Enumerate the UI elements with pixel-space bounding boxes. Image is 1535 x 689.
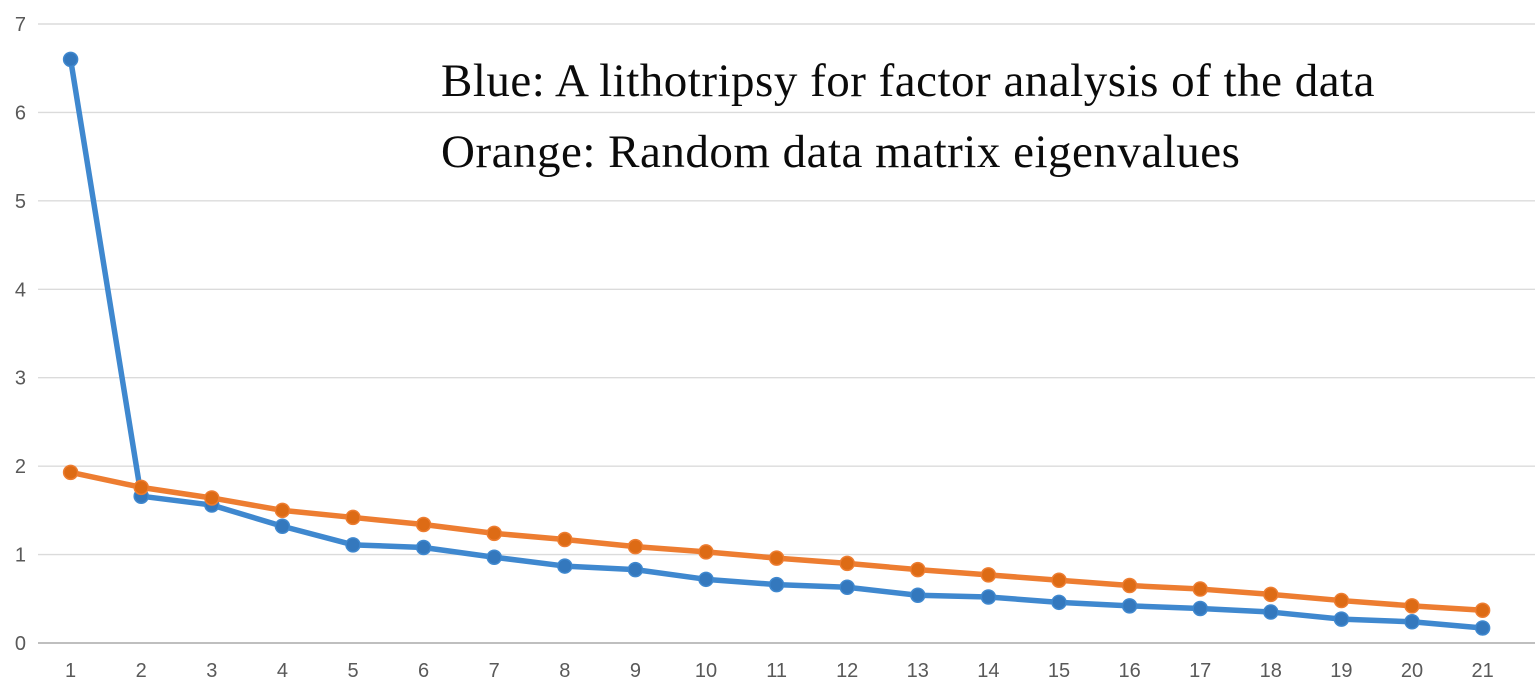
blue-data-point-4 [274,518,291,535]
blue-data-point-5 [345,537,361,553]
orange-data-point-3 [204,490,220,506]
y-tick-label-4: 4 [15,279,26,301]
orange-data-point-10 [698,544,714,560]
orange-data-point-21 [1474,602,1491,619]
x-tick-label-17: 17 [1189,660,1211,682]
orange-data-point-16 [1121,577,1138,594]
y-tick-label-1: 1 [15,545,26,567]
blue-data-point-14 [980,589,997,605]
x-tick-label-9: 9 [630,660,641,682]
x-tick-label-6: 6 [418,660,429,682]
blue-data-point-8 [557,558,573,574]
blue-data-point-9 [627,561,644,578]
x-tick-label-2: 2 [136,660,147,682]
y-tick-label-7: 7 [15,14,26,36]
blue-data-point-6 [415,539,432,556]
x-tick-label-18: 18 [1260,660,1282,682]
x-tick-label-10: 10 [695,660,717,682]
x-tick-label-12: 12 [836,660,858,682]
orange-data-point-6 [415,516,432,533]
blue-data-point-18 [1263,604,1279,620]
orange-data-point-18 [1263,586,1279,603]
chart-legend-annotation: Blue: A lithotripsy for factor analysis … [441,46,1375,188]
orange-data-point-17 [1192,581,1208,597]
blue-data-point-1 [62,51,79,68]
x-tick-label-21: 21 [1471,660,1493,682]
blue-data-point-13 [910,587,926,603]
orange-data-point-19 [1333,592,1350,609]
x-tick-label-13: 13 [907,660,929,682]
blue-data-point-17 [1192,600,1208,617]
blue-data-point-16 [1121,598,1138,614]
x-tick-label-8: 8 [559,660,570,682]
y-tick-label-6: 6 [15,102,26,124]
orange-data-point-7 [486,525,502,542]
blue-data-point-11 [768,576,785,593]
x-tick-label-3: 3 [206,660,217,682]
blue-data-point-21 [1474,620,1491,636]
x-tick-label-14: 14 [977,660,999,682]
x-tick-label-5: 5 [347,660,358,682]
y-tick-label-5: 5 [15,191,26,213]
x-tick-label-7: 7 [489,660,500,682]
blue-data-point-20 [1404,614,1420,630]
x-tick-label-19: 19 [1330,660,1352,682]
blue-data-point-7 [486,549,502,565]
orange-data-point-4 [274,502,291,519]
orange-data-point-11 [768,550,785,566]
x-tick-label-20: 20 [1401,660,1423,682]
orange-data-point-2 [133,479,149,496]
legend-annotation-orange: Orange: Random data matrix eigenvalues [441,126,1241,178]
blue-data-point-19 [1333,611,1350,627]
y-tick-label-2: 2 [15,456,26,478]
blue-data-point-12 [839,579,855,596]
x-tick-label-1: 1 [65,660,76,682]
orange-data-point-20 [1404,598,1420,614]
orange-data-point-15 [1051,572,1067,588]
orange-data-point-14 [980,567,997,583]
orange-data-point-8 [557,531,573,548]
x-tick-label-4: 4 [277,660,288,682]
orange-data-point-12 [839,555,855,572]
x-tick-label-11: 11 [766,660,787,682]
orange-data-point-1 [62,464,79,481]
blue-data-point-15 [1051,594,1067,611]
y-tick-label-3: 3 [15,368,26,390]
orange-data-point-9 [627,538,644,555]
legend-annotation-blue: Blue: A lithotripsy for factor analysis … [441,55,1375,107]
y-tick-label-0: 0 [15,633,26,655]
x-tick-label-15: 15 [1048,660,1070,682]
orange-data-point-5 [345,509,361,526]
x-tick-label-16: 16 [1118,660,1140,682]
blue-data-point-10 [698,571,714,588]
orange-data-point-13 [910,561,926,578]
